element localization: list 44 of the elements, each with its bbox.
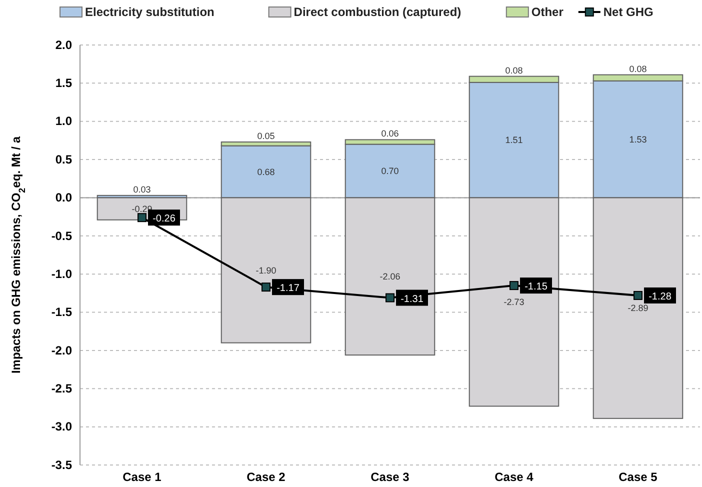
y-tick-label: -0.5 <box>51 228 72 243</box>
y-tick-label: -3.0 <box>51 420 72 434</box>
y-tick-label: -2.0 <box>51 343 72 358</box>
legend-label: Electricity substitution <box>85 5 214 19</box>
legend-label: Other <box>531 5 564 19</box>
y-tick-label: 0.0 <box>55 190 72 205</box>
x-tick-label: Case 5 <box>618 470 658 484</box>
legend-label: Net GHG <box>603 5 654 19</box>
data-label: 0.03 <box>133 184 151 194</box>
data-label: 1.51 <box>505 135 523 146</box>
point <box>510 281 518 290</box>
data-label: -0.26 <box>152 214 176 225</box>
data-label: -1.28 <box>648 291 672 302</box>
data-label: -1.15 <box>524 282 548 293</box>
data-label: 0.08 <box>629 64 647 74</box>
y-tick-label: 2.0 <box>55 38 72 52</box>
y-tick-label: 1.0 <box>55 114 72 128</box>
y-tick-label: 1.5 <box>55 76 72 90</box>
data-label: 0.68 <box>257 166 275 177</box>
x-tick-label: Case 2 <box>246 470 286 484</box>
data-label: -2.73 <box>504 296 524 307</box>
x-tick-label: Case 4 <box>494 470 534 484</box>
data-label: -2.06 <box>380 271 400 282</box>
data-label: -1.17 <box>276 283 300 294</box>
data-label: 0.06 <box>381 128 399 139</box>
x-tick-label: Case 3 <box>370 470 410 484</box>
data-label: -1.31 <box>400 294 424 305</box>
x-tick-label: Case 1 <box>122 470 162 484</box>
y-tick-label: -3.5 <box>51 458 72 472</box>
point <box>138 213 146 222</box>
point <box>262 282 270 292</box>
data-label: -2.89 <box>628 303 648 314</box>
data-label: 0.05 <box>257 130 275 141</box>
data-label: 1.53 <box>629 134 647 144</box>
y-tick-label: 0.5 <box>55 152 72 166</box>
data-label: -1.90 <box>256 265 276 276</box>
y-tick-label: -2.5 <box>51 381 72 396</box>
data-label: 0.70 <box>381 166 399 176</box>
point <box>634 290 642 300</box>
y-tick-label: -1.0 <box>51 266 72 281</box>
y-tick-label: -1.5 <box>51 305 72 320</box>
legend-label: Direct combustion (captured) <box>294 5 462 19</box>
point <box>386 293 394 302</box>
data-label: 0.08 <box>505 65 523 76</box>
